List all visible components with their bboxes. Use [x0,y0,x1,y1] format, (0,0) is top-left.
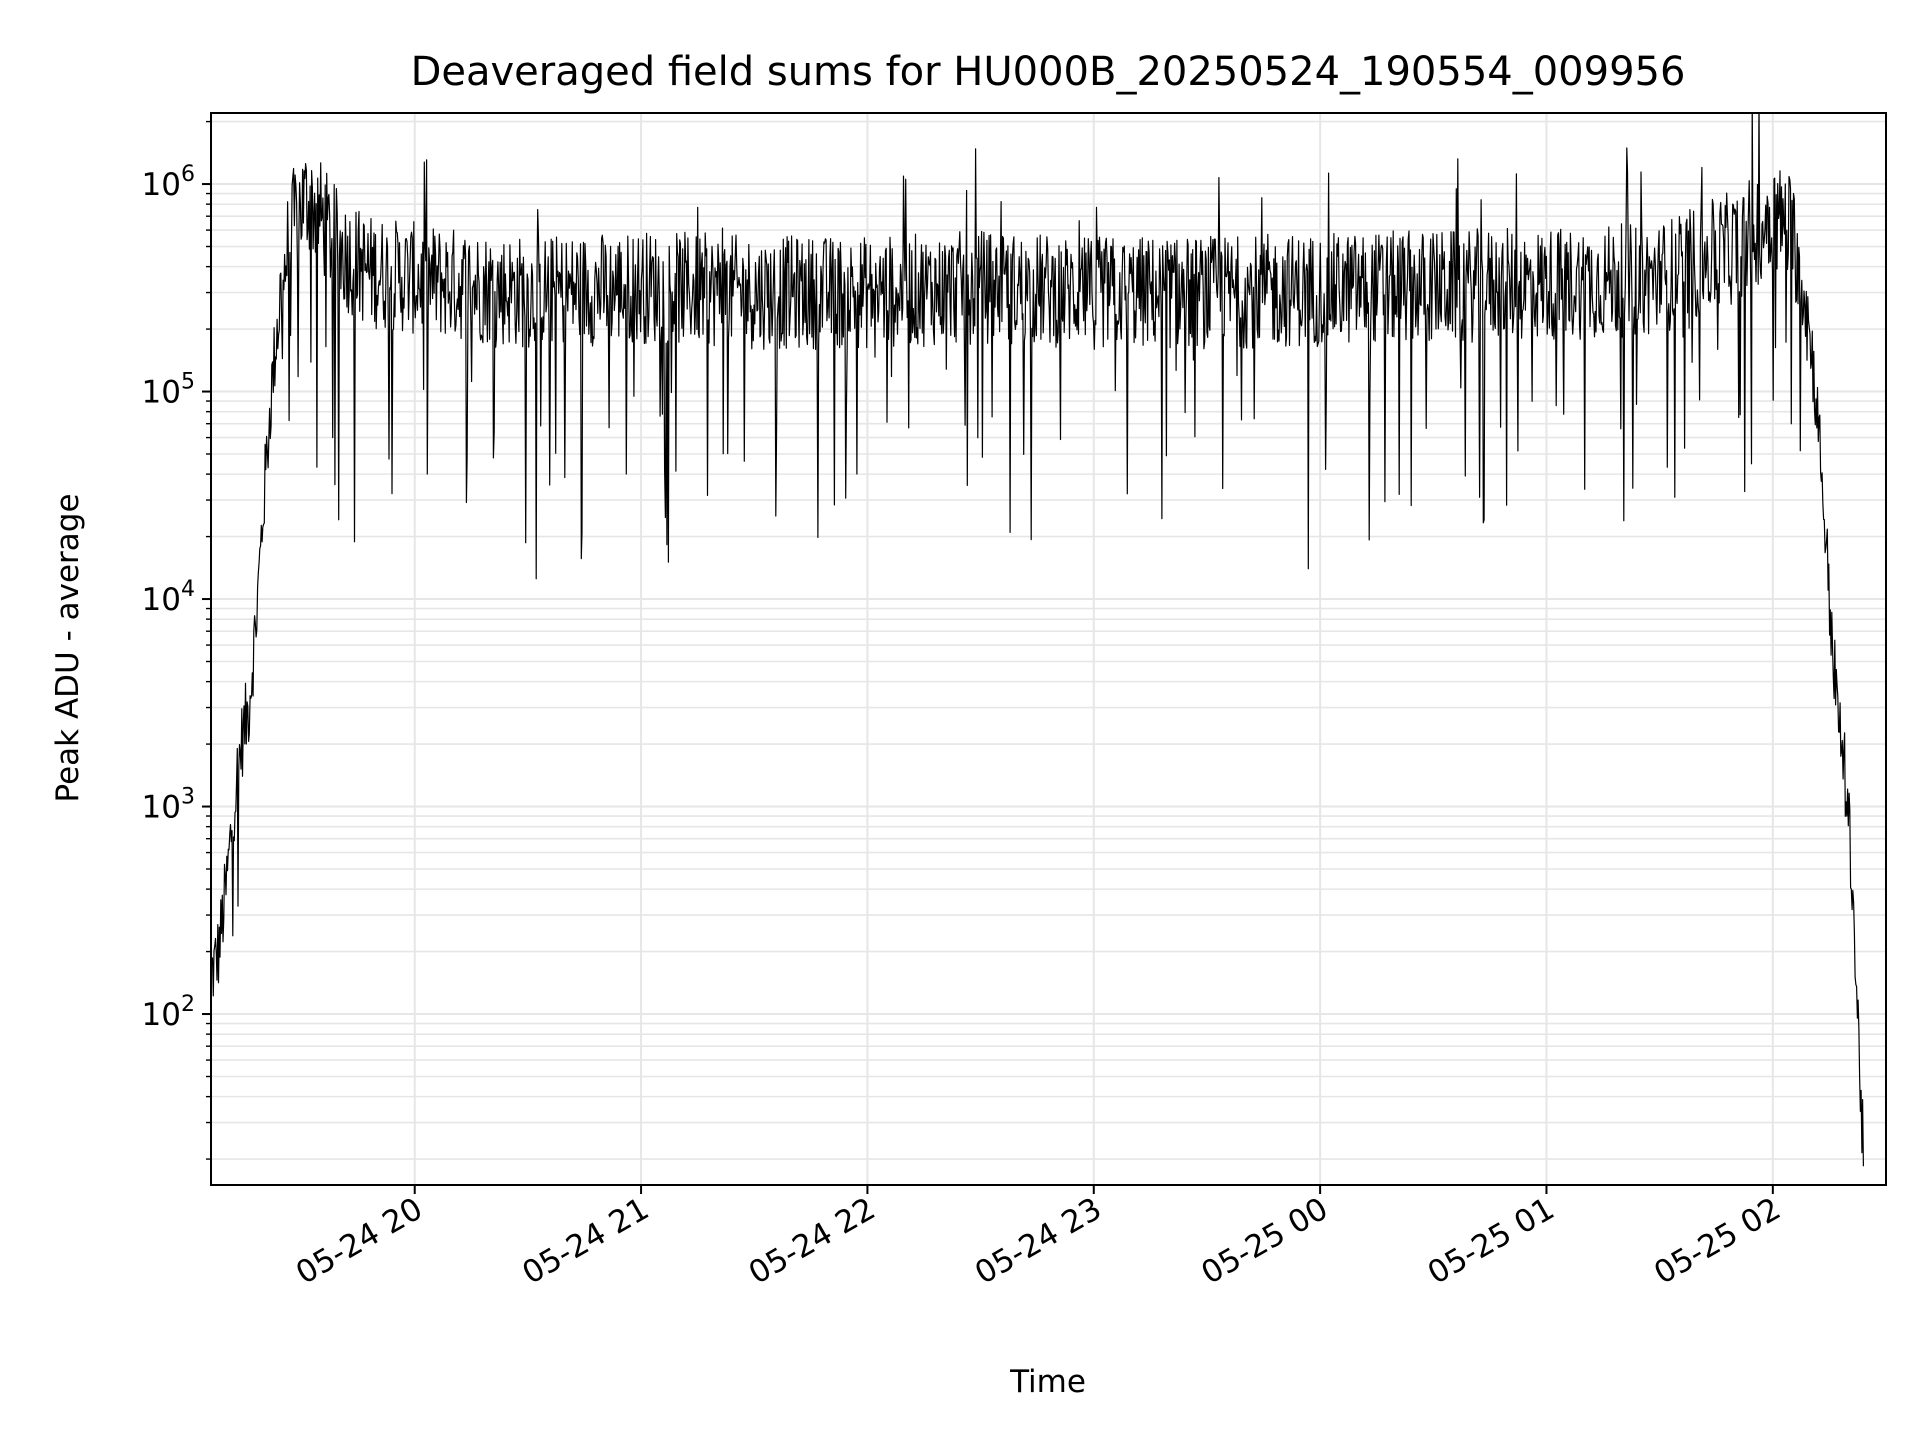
x-axis-label: Time [1009,1364,1086,1400]
plot-area-frame [210,112,1887,1186]
minor-gridlines [211,120,1886,1160]
y-tick-label: 106 [142,162,195,203]
y-tick-label: 104 [142,577,195,618]
y-tick-label: 105 [142,370,195,411]
y-tick-label: 102 [142,992,195,1033]
x-tick-label: 05-25 02 [1648,1191,1787,1292]
major-gridlines [211,113,1886,1185]
y-tick-label: 103 [142,785,195,826]
y-axis-ticks: 102 103 104 105 106 [142,120,211,1160]
x-tick-label: 05-24 23 [969,1191,1108,1292]
x-tick-label: 05-24 20 [290,1191,429,1292]
series-line [211,113,1864,1167]
x-axis-ticks: 05-24 20 05-24 21 05-24 22 05-24 23 05-25 00… [290,1185,1787,1292]
y-axis-label: Peak ADU - average [50,493,86,802]
x-tick-label: 05-25 01 [1422,1191,1561,1292]
x-tick-label: 05-24 21 [516,1191,655,1292]
chart-title: Deaveraged field sums for HU000B_2025052… [411,49,1686,95]
x-tick-label: 05-25 00 [1195,1191,1334,1292]
x-tick-label: 05-24 22 [743,1191,882,1292]
